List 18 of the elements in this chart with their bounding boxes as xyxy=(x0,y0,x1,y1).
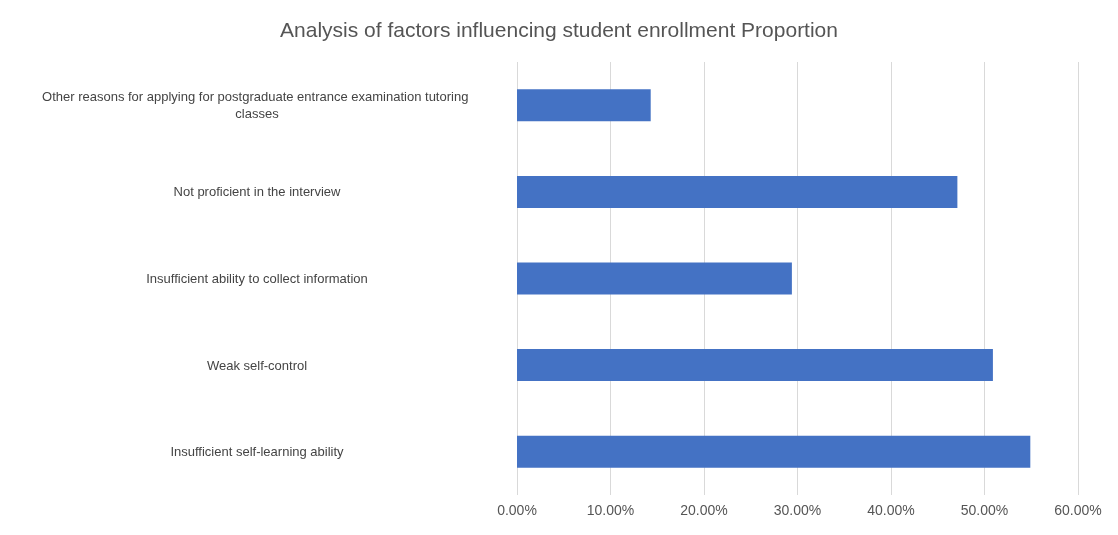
y-tick-label: Insufficient ability to collect information xyxy=(146,271,368,286)
bar xyxy=(517,262,792,295)
x-tick-label: 40.00% xyxy=(867,502,915,518)
x-tick-label: 10.00% xyxy=(586,502,635,518)
x-tick-label: 50.00% xyxy=(960,502,1009,518)
y-tick-label: Weak self-control xyxy=(206,357,308,373)
chart-title: Analysis of factors influencing student enrollment Proportion xyxy=(280,18,838,41)
x-tick-label: 0.00% xyxy=(497,502,537,518)
bar xyxy=(517,175,958,208)
x-tick-label: 60.00% xyxy=(1054,502,1102,518)
x-tick-label: 20.00% xyxy=(680,502,728,518)
x-tick-label: 30.00% xyxy=(773,502,822,518)
bar xyxy=(517,349,993,382)
y-tick-label: Other reasons for applying for postgraduate entrance examination tutoring classes xyxy=(42,89,472,122)
bar xyxy=(517,435,1031,468)
y-tick-label: Insufficient self-learning ability xyxy=(170,444,345,460)
bar xyxy=(517,89,651,122)
y-tick-label: Not proficient in the interview xyxy=(173,184,342,200)
